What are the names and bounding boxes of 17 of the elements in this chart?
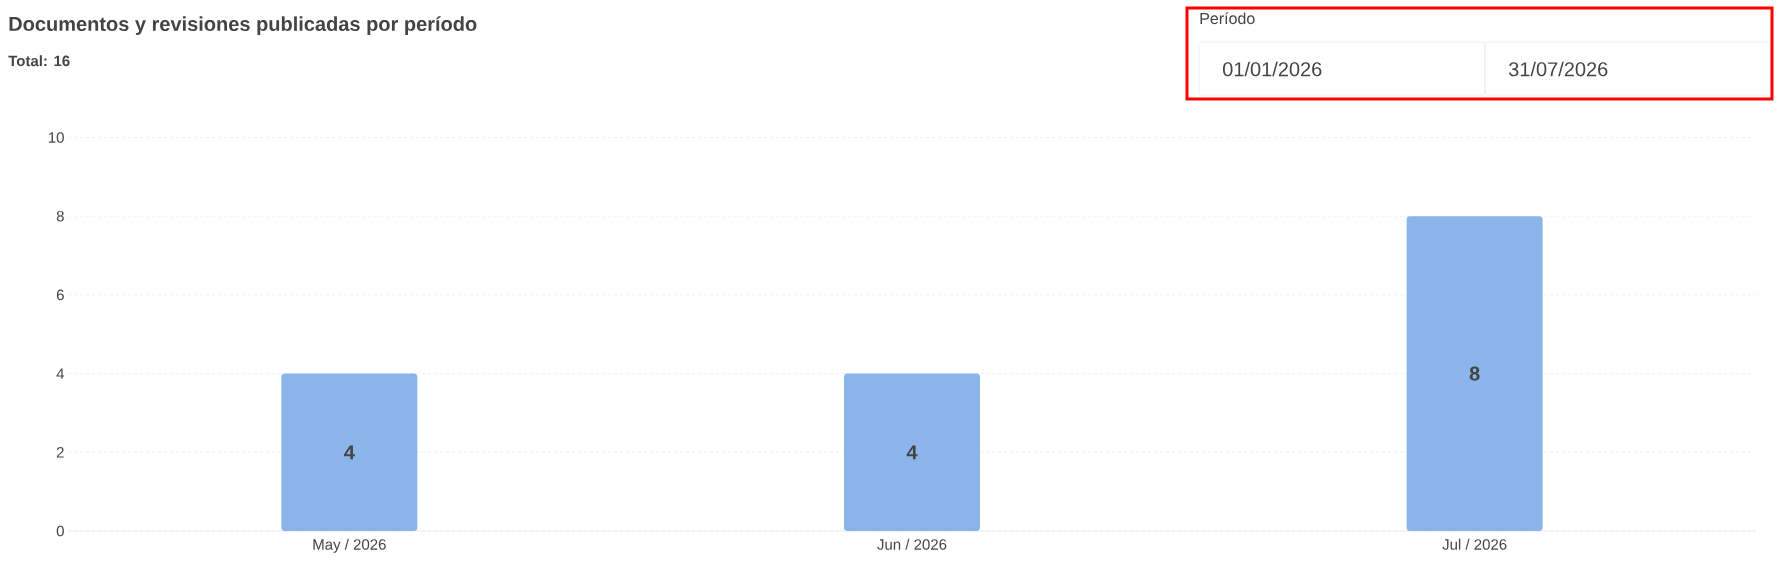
x-tick-label: May / 2026 [313,538,386,553]
chart-subtitle: Total: 16 [8,55,70,67]
y-tick-label: 2 [56,447,64,458]
data-label: 4 [344,445,355,460]
data-label: 8 [1469,366,1480,381]
y-tick-label: 4 [56,368,65,379]
y-tick-label: 8 [56,210,64,222]
text: 31/07/2026 [1508,61,1608,77]
text: Período [1200,12,1255,25]
y-tick-label: 10 [48,132,64,143]
chart-title: Documentos y revisiones publicadas por período [9,16,477,36]
x-tick-label: Jun / 2026 [877,538,947,550]
data-label: 4 [906,445,918,460]
y-tick-label: 0 [56,525,64,537]
x-tick-label: Jul / 2026 [1442,538,1507,550]
y-tick-label: 6 [56,289,64,301]
text: 01/01/2026 [1222,61,1322,77]
